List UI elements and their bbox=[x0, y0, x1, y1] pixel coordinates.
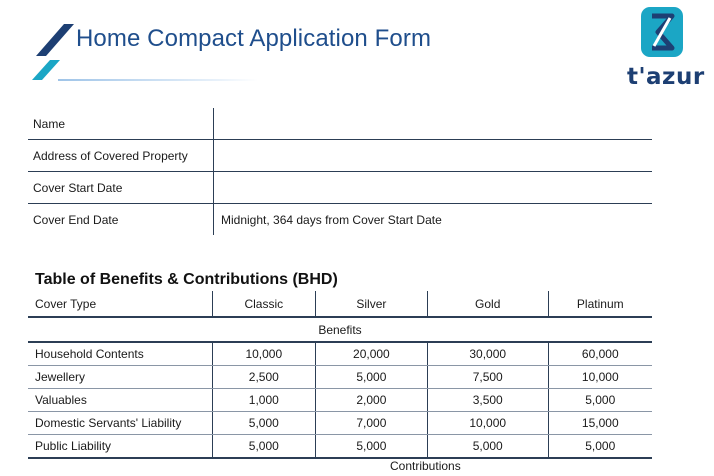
section-label: Contributions bbox=[390, 459, 461, 473]
table-cell: 7,500 bbox=[426, 365, 549, 389]
table-row: Jewellery 2,500 5,000 7,500 10,000 bbox=[28, 365, 652, 389]
column-header: Gold bbox=[426, 291, 549, 318]
table-cell: 5,000 bbox=[211, 434, 316, 459]
tazur-logo: t'azur bbox=[622, 6, 705, 92]
section-label: Benefits bbox=[28, 317, 652, 343]
table-cell: 5,000 bbox=[547, 434, 652, 459]
table-cell: 15,000 bbox=[547, 411, 652, 435]
table-row: Household Contents 10,000 20,000 30,000 … bbox=[28, 342, 652, 366]
column-header: Cover Type bbox=[28, 291, 213, 318]
table-cell: 10,000 bbox=[426, 411, 549, 435]
table-cell: 20,000 bbox=[314, 342, 428, 366]
table-cell: 3,500 bbox=[426, 388, 549, 412]
table-cell: 5,000 bbox=[314, 365, 428, 389]
address-field[interactable] bbox=[213, 140, 652, 171]
form-row-name: Name bbox=[28, 108, 652, 140]
header-accent-icon bbox=[32, 24, 74, 80]
table-cell: 2,000 bbox=[314, 388, 428, 412]
column-header: Silver bbox=[314, 291, 428, 318]
column-header: Platinum bbox=[547, 291, 652, 318]
form-row-cover-start: Cover Start Date bbox=[28, 172, 652, 204]
table-row: Domestic Servants' Liability 5,000 7,000… bbox=[28, 411, 652, 435]
table-cell: 5,000 bbox=[547, 388, 652, 412]
logo-text: t'azur bbox=[627, 64, 705, 90]
cover-start-field[interactable] bbox=[213, 172, 652, 203]
table-cell: 10,000 bbox=[211, 342, 316, 366]
cover-end-value: Midnight, 364 days from Cover Start Date bbox=[213, 204, 652, 235]
table-cell: 7,000 bbox=[314, 411, 428, 435]
table-cell: 10,000 bbox=[547, 365, 652, 389]
row-label: Household Contents bbox=[28, 342, 213, 366]
table-cell: 5,000 bbox=[426, 434, 549, 459]
page-title: Home Compact Application Form bbox=[76, 25, 432, 52]
cover-start-label: Cover Start Date bbox=[33, 180, 123, 195]
row-label: Jewellery bbox=[28, 365, 213, 389]
address-label: Address of Covered Property bbox=[33, 148, 188, 163]
table-header-row: Cover Type Classic Silver Gold Platinum bbox=[28, 291, 652, 318]
table-row: Valuables 1,000 2,000 3,500 5,000 bbox=[28, 388, 652, 412]
benefits-table: Cover Type Classic Silver Gold Platinum … bbox=[28, 291, 652, 459]
table-cell: 30,000 bbox=[426, 342, 549, 366]
table-cell: 1,000 bbox=[211, 388, 316, 412]
table-cell: 2,500 bbox=[211, 365, 316, 389]
benefits-table-title: Table of Benefits & Contributions (BHD) bbox=[35, 271, 338, 288]
cover-end-label: Cover End Date bbox=[33, 212, 119, 227]
row-label: Public Liability bbox=[28, 434, 213, 459]
table-cell: 5,000 bbox=[314, 434, 428, 459]
header-rule bbox=[58, 79, 258, 81]
column-header: Classic bbox=[211, 291, 316, 318]
form-row-cover-end: Cover End Date Midnight, 364 days from C… bbox=[28, 204, 652, 235]
name-label: Name bbox=[33, 116, 66, 131]
application-form: Name Address of Covered Property Cover S… bbox=[28, 108, 652, 235]
row-label: Domestic Servants' Liability bbox=[28, 411, 213, 435]
table-cell: 60,000 bbox=[547, 342, 652, 366]
form-row-address: Address of Covered Property bbox=[28, 140, 652, 172]
table-row: Public Liability 5,000 5,000 5,000 5,000 bbox=[28, 434, 652, 459]
row-label: Valuables bbox=[28, 388, 213, 412]
name-field[interactable] bbox=[213, 108, 652, 139]
section-row-benefits: Benefits bbox=[28, 317, 652, 343]
tazur-logo-icon bbox=[641, 7, 683, 57]
table-cell: 5,000 bbox=[211, 411, 316, 435]
